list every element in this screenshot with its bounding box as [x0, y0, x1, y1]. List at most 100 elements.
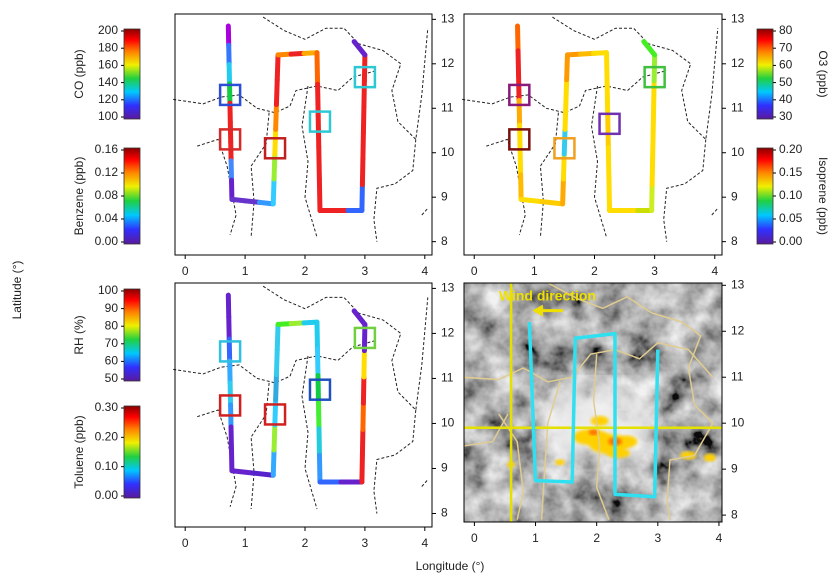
colorbar-tick-label: 0.10 — [779, 188, 803, 202]
flight-track — [563, 179, 564, 204]
x-tick-label: 0 — [182, 264, 189, 278]
cold-cloud-top — [555, 459, 565, 465]
x-tick-label: 4 — [716, 531, 723, 545]
y-tick-label: 13 — [441, 12, 455, 26]
satellite-image — [462, 283, 722, 522]
x-tick-label: 1 — [242, 264, 249, 278]
colorbar-label: O3 (ppb) — [816, 50, 830, 97]
flight-track — [277, 55, 278, 80]
flight-track — [565, 105, 566, 130]
flight-track — [518, 51, 519, 76]
flight-track — [273, 179, 274, 204]
colorbar — [757, 29, 773, 119]
cold-cloud-top — [606, 448, 630, 458]
colorbar-tick-label: 50 — [105, 371, 119, 385]
colorbar-tick-label: 100 — [98, 283, 118, 297]
flight-track — [319, 147, 320, 179]
flight-track — [317, 53, 318, 85]
flight-track — [276, 80, 277, 105]
x-tick-label: 3 — [362, 536, 369, 550]
flight-track — [519, 76, 520, 101]
flight-track — [520, 150, 521, 175]
y-tick-label: 12 — [441, 326, 455, 340]
x-axis-label: Longitude (°) — [416, 559, 485, 573]
colorbar-tick-label: 30 — [779, 109, 793, 123]
colorbar-tick-label: 0.10 — [95, 459, 119, 473]
flight-track — [319, 179, 320, 211]
y-tick-label: 10 — [731, 145, 745, 159]
colorbar-tick-label: 200 — [98, 23, 118, 37]
colorbar-tick-label: 0.30 — [95, 400, 119, 414]
colorbar-tick-label: 120 — [98, 92, 118, 106]
x-tick-label: 2 — [591, 264, 598, 278]
x-tick-label: 0 — [182, 536, 189, 550]
y-tick-label: 9 — [441, 461, 448, 475]
y-tick-label: 12 — [731, 56, 745, 70]
y-tick-label: 11 — [731, 100, 744, 114]
y-tick-label: 8 — [441, 506, 448, 520]
x-tick-label: 1 — [531, 264, 538, 278]
colorbar-tick-label: 40 — [779, 92, 793, 106]
flight-track — [564, 129, 565, 154]
colorbar-tick-label: 100 — [98, 109, 118, 123]
colorbar-tick-label: 0.08 — [95, 188, 119, 202]
map-background — [464, 14, 722, 255]
x-tick-label: 2 — [302, 264, 309, 278]
x-tick-label: 4 — [711, 264, 718, 278]
flight-track — [521, 199, 542, 201]
flight-track — [608, 116, 609, 148]
x-tick-label: 0 — [471, 264, 478, 278]
y-tick-label: 13 — [441, 281, 455, 295]
colorbar-tick-label: 0.16 — [95, 142, 119, 156]
colorbar-label: Toluene (ppb) — [72, 415, 86, 488]
colorbar-tick-label: 0.05 — [779, 211, 803, 225]
flight-track — [274, 425, 275, 450]
colorbar — [124, 29, 140, 119]
flight-track — [653, 133, 654, 159]
colorbar — [124, 148, 140, 244]
flight-track — [277, 324, 278, 349]
figure: Latitude (°) Longitude (°) 0123489101112… — [0, 0, 837, 577]
colorbar-tick-label: 0.00 — [95, 488, 119, 502]
y-tick-label: 8 — [731, 234, 738, 248]
y-tick-label: 12 — [441, 56, 455, 70]
colorbar-tick-label: 80 — [105, 318, 119, 332]
colorbar-tick-label: 0.12 — [95, 165, 119, 179]
x-tick-label: 3 — [651, 264, 658, 278]
y-tick-label: 11 — [441, 371, 454, 385]
flight-track — [652, 185, 653, 211]
colorbar-tick-label: 160 — [98, 58, 118, 72]
flight-track — [253, 473, 274, 475]
flight-track — [521, 175, 522, 200]
flight-track — [566, 80, 567, 105]
flight-track — [654, 81, 655, 107]
colorbar-tick-label: 50 — [779, 75, 793, 89]
colorbar-tick-label: 70 — [105, 336, 119, 350]
colorbar-tick-label: 140 — [98, 75, 118, 89]
y-tick-label: 8 — [731, 507, 738, 521]
x-tick-label: 3 — [362, 264, 369, 278]
colorbar — [124, 289, 140, 381]
flight-track — [653, 107, 654, 133]
cold-cloud-top — [591, 416, 609, 426]
flight-track — [609, 179, 610, 211]
colorbar-label: CO (ppb) — [72, 49, 86, 98]
y-tick-label: 9 — [441, 189, 448, 203]
colorbar-label: RH (%) — [72, 315, 86, 354]
flight-track — [273, 450, 274, 475]
colorbar-label: Isoprene (ppb) — [816, 157, 830, 235]
y-tick-label: 11 — [731, 369, 744, 383]
y-tick-label: 13 — [731, 277, 745, 291]
y-axis-label: Latitude (°) — [10, 261, 24, 320]
cold-cloud-top — [704, 454, 716, 462]
colorbar-tick-label: 0.15 — [779, 165, 803, 179]
y-tick-label: 10 — [731, 415, 745, 429]
y-tick-label: 10 — [441, 145, 455, 159]
flight-track — [607, 53, 608, 85]
x-tick-label: 4 — [421, 264, 428, 278]
annotation: Wind direction — [499, 287, 596, 303]
colorbar-tick-label: 0.20 — [95, 430, 119, 444]
x-tick-label: 3 — [654, 531, 661, 545]
flight-track — [276, 375, 277, 400]
colorbar — [124, 406, 140, 498]
